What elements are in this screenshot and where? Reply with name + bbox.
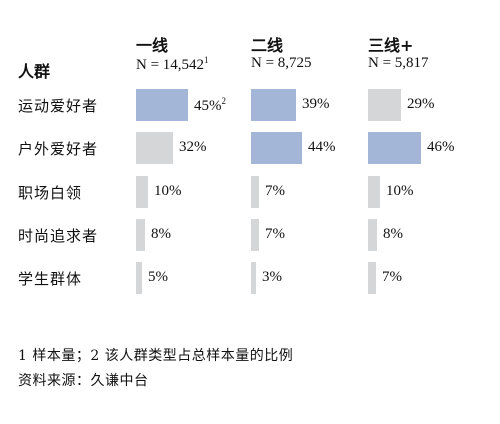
bar bbox=[251, 219, 259, 251]
category-label: 学生群体 bbox=[18, 270, 83, 288]
data-label: 44% bbox=[308, 139, 336, 155]
bar bbox=[251, 176, 259, 208]
category-label: 运动爱好者 bbox=[18, 97, 99, 115]
bar bbox=[368, 89, 401, 121]
row-header: 人群 bbox=[18, 62, 51, 81]
data-label: 39% bbox=[302, 96, 330, 112]
data-label: 7% bbox=[265, 226, 285, 242]
data-label: 46% bbox=[427, 139, 455, 155]
data-label: 45%2 bbox=[194, 96, 227, 114]
footnote-source: 资料来源：久谦中台 bbox=[18, 373, 149, 389]
bar bbox=[251, 132, 302, 164]
data-label: 3% bbox=[262, 269, 282, 285]
data-label: 5% bbox=[148, 269, 168, 285]
data-label: 8% bbox=[383, 226, 403, 242]
tier-sample-size: N = 8,725 bbox=[251, 55, 312, 71]
data-label: 29% bbox=[407, 96, 435, 112]
bar bbox=[368, 132, 421, 164]
category-label: 时尚追求者 bbox=[18, 227, 99, 245]
bar bbox=[136, 262, 142, 294]
bar bbox=[136, 89, 188, 121]
category-label: 户外爱好者 bbox=[18, 140, 99, 158]
bar bbox=[368, 219, 377, 251]
tier-name: 三线+ bbox=[368, 36, 414, 55]
bar bbox=[251, 89, 296, 121]
bar bbox=[368, 176, 380, 208]
data-label: 32% bbox=[179, 139, 207, 155]
bar bbox=[136, 132, 173, 164]
bar bbox=[136, 176, 148, 208]
tier-sample-size: N = 14,5421 bbox=[136, 55, 209, 73]
tier-sample-size: N = 5,817 bbox=[368, 55, 429, 71]
tier-name: 一线 bbox=[136, 36, 169, 55]
footnote-marker: 2 bbox=[221, 96, 227, 106]
data-label: 10% bbox=[386, 183, 414, 199]
data-label: 10% bbox=[154, 183, 182, 199]
data-label: 7% bbox=[382, 269, 402, 285]
tier-name: 二线 bbox=[251, 36, 284, 55]
data-label: 8% bbox=[151, 226, 171, 242]
bar bbox=[136, 219, 145, 251]
footnote-marker: 1 bbox=[204, 55, 209, 65]
bar bbox=[251, 262, 256, 294]
bar bbox=[368, 262, 376, 294]
data-label: 7% bbox=[265, 183, 285, 199]
footnote-sample: 1 样本量；2 该人群类型占总样本量的比例 bbox=[18, 348, 294, 364]
category-label: 职场白领 bbox=[18, 184, 83, 202]
